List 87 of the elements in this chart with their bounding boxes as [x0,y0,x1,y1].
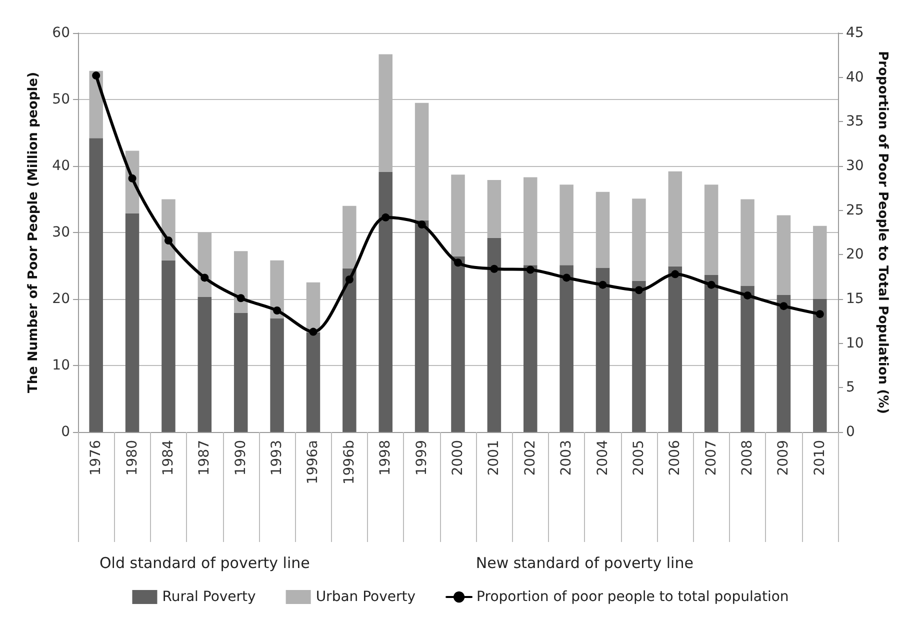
bar [632,281,646,432]
bar [89,138,103,432]
x-tick-label: 1996a [305,440,322,484]
y2-tick-label: 40 [846,69,864,86]
point [273,306,282,315]
bar [668,266,682,432]
legend-label: Rural Poverty [162,589,256,605]
legend-label: Urban Poverty [316,589,416,605]
point [236,294,245,302]
text: New standard of poverty line [476,554,694,572]
bar [596,268,610,432]
bar [306,332,320,432]
y2-tick-label: 45 [846,25,864,41]
bar [162,260,176,432]
y2-tick-label: 0 [846,424,855,440]
bar [560,265,574,432]
bar [378,172,392,432]
bar [198,297,212,432]
bar [414,220,429,432]
y2-tick-label: 35 [846,114,864,130]
point [128,174,136,182]
bar [704,275,718,432]
point [345,275,354,284]
y-tick-label: 50 [52,92,70,108]
bar [487,238,502,432]
y2-tick-label: 5 [846,380,855,396]
y-tick-label: 60 [52,25,70,41]
point [526,266,534,274]
y-tick-label: 30 [52,224,70,240]
point [671,270,680,278]
y-tick-label: 20 [52,291,70,307]
y2-tick-label: 30 [846,158,864,174]
x-tick-label: 1998 [378,440,394,476]
x-tick-label: 2009 [776,440,792,476]
x-tick-label: 1984 [160,440,176,476]
bar [270,318,284,432]
point [562,274,571,282]
x-tick-label: 2005 [630,440,647,476]
bar [342,268,356,432]
x-tick-label: 1993 [269,440,286,476]
y-axis-title: The Number of Poor People (Million people) [26,72,41,394]
point [454,258,462,267]
point [382,213,390,222]
point [816,310,824,318]
bar [813,299,827,432]
x-tick-label: 2003 [558,440,575,476]
bar [451,256,465,432]
y2-tick-label: 10 [846,335,864,352]
y2-tick-label: 20 [846,246,864,263]
x-tick-label: 1990 [232,440,249,476]
x-tick-label: 1999 [414,440,430,476]
point [490,264,498,273]
y-tick-label: 0 [61,424,70,440]
x-tick-label: 2000 [450,440,466,476]
point [707,280,716,289]
text: Old standard of poverty line [99,554,310,572]
x-tick-label: 2002 [522,440,538,476]
point [164,236,172,244]
bar [776,295,791,432]
point [309,328,318,336]
y2-tick-label: 15 [846,291,864,307]
x-tick-label: 1996b [341,440,358,485]
point [780,302,788,310]
legend-label: Proportion of poor people to total population [476,589,789,605]
bar [740,286,754,432]
y2-tick-label: 25 [846,202,864,218]
y2-axis-title: Proportion of Poor People to Total Population (%) [875,51,890,414]
x-tick-label: 2010 [812,440,828,476]
x-tick-label: 2006 [667,440,684,476]
point [200,274,209,282]
point [634,286,643,294]
bar [524,265,538,432]
point [418,220,426,229]
x-tick-label: 2004 [594,440,611,476]
point [92,72,100,80]
y-tick-label: 10 [52,358,70,374]
x-tick-label: 2007 [703,440,720,476]
y-tick-label: 40 [52,158,70,174]
x-tick-label: 1980 [124,440,140,476]
bar [234,312,248,432]
x-tick-label: 1987 [196,440,213,476]
point [598,280,607,289]
bar [125,213,140,432]
x-tick-label: 1976 [88,440,104,476]
x-tick-label: 2008 [740,440,756,476]
point [744,291,752,300]
x-tick-label: 2001 [486,440,502,476]
